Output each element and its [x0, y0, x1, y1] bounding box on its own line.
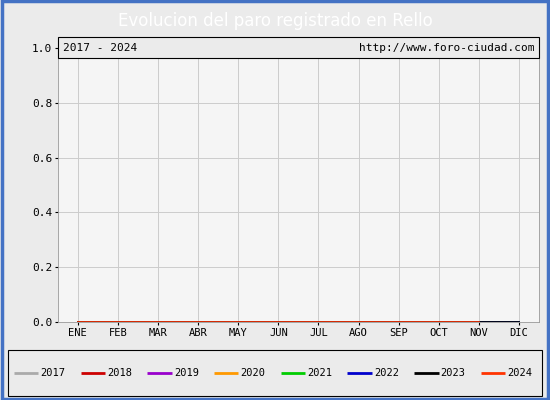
FancyBboxPatch shape	[58, 37, 539, 58]
Text: 2017: 2017	[41, 368, 65, 378]
Text: http://www.foro-ciudad.com: http://www.foro-ciudad.com	[359, 43, 534, 53]
Text: 2020: 2020	[240, 368, 266, 378]
Text: 2023: 2023	[441, 368, 466, 378]
Text: 2017 - 2024: 2017 - 2024	[63, 43, 137, 53]
FancyBboxPatch shape	[8, 350, 542, 396]
Text: 2024: 2024	[507, 368, 532, 378]
Text: 2019: 2019	[174, 368, 199, 378]
Text: 2021: 2021	[307, 368, 332, 378]
Text: 2018: 2018	[107, 368, 132, 378]
Text: 2022: 2022	[374, 368, 399, 378]
Text: Evolucion del paro registrado en Rello: Evolucion del paro registrado en Rello	[118, 12, 432, 30]
